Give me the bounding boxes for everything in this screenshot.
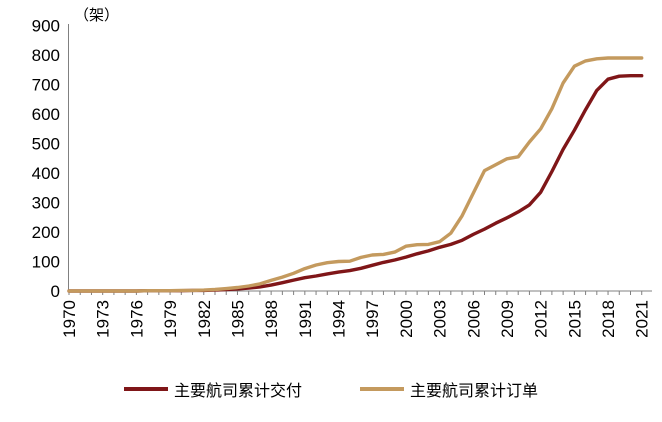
y-axis-label: 100 (32, 253, 60, 272)
y-axis-label: 500 (32, 135, 60, 154)
x-axis-label: 2018 (599, 300, 618, 338)
y-axis-label: 300 (32, 194, 60, 213)
y-axis-label: 200 (32, 223, 60, 242)
x-axis-label: 1988 (262, 300, 281, 338)
deliveries-legend-swatch (123, 387, 168, 391)
x-axis-label: 1991 (296, 300, 315, 338)
x-axis-label: 1976 (127, 300, 146, 338)
orders-legend-swatch (360, 387, 404, 391)
x-axis-label: 2006 (464, 300, 483, 338)
x-axis-label: 2000 (397, 300, 416, 338)
x-axis-label: 1994 (330, 300, 349, 338)
y-axis-label: 400 (32, 164, 60, 183)
x-axis-label: 1979 (161, 300, 180, 338)
y-axis-label: 900 (32, 17, 60, 36)
orders-line-series (67, 56, 644, 293)
x-axis-label: 2003 (431, 300, 450, 338)
y-axis-unit-label: （架） (74, 7, 119, 24)
legend-item-deliveries: 主要航司累计交付 (123, 377, 302, 401)
y-axis-label: 0 (51, 282, 60, 301)
x-axis-label: 1982 (195, 300, 214, 338)
x-axis-label: 1973 (94, 300, 113, 338)
chart-legend: 主要航司累计交付 主要航司累计订单 (0, 372, 662, 406)
x-axis-label: 2012 (532, 300, 551, 338)
y-axis-label: 800 (32, 46, 60, 65)
x-axis-label: 1970 (60, 300, 79, 338)
orders-legend-label: 主要航司累计订单 (410, 383, 539, 400)
x-axis-label: 1997 (363, 300, 382, 338)
legend-item-orders: 主要航司累计订单 (360, 377, 538, 401)
deliveries-legend-label: 主要航司累计交付 (173, 383, 302, 400)
x-axis-label: 2009 (498, 300, 517, 338)
x-axis-tick-labels: 1970 1973 1976 1979 1982 1985 1988 1991 1994 1997… (60, 300, 652, 338)
y-axis-tick-labels: 0 100 200 300 400 500 600 700 800 900 (32, 17, 60, 302)
x-axis-label: 1985 (228, 300, 247, 338)
y-axis-label: 700 (32, 76, 60, 95)
x-axis-label: 2015 (565, 300, 584, 338)
x-axis-label: 2021 (633, 300, 652, 338)
y-axis-label: 600 (32, 105, 60, 124)
